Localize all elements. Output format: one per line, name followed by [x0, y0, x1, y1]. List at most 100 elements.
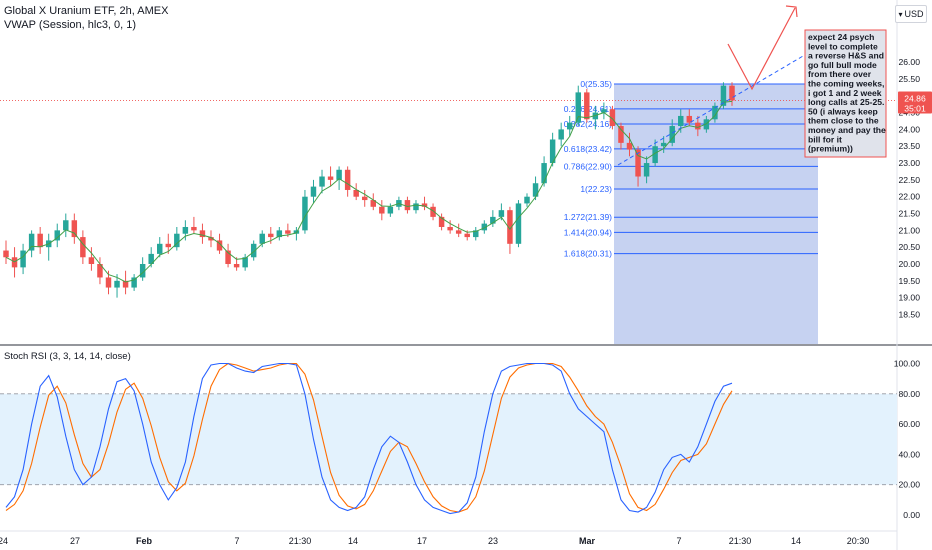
time-axis-tick: 7	[234, 536, 239, 546]
candle-body	[54, 230, 60, 241]
candle-body	[131, 277, 137, 288]
candle-body	[80, 237, 86, 258]
candle-body	[618, 126, 624, 143]
candle-body	[268, 233, 274, 238]
rsi-d-line	[5, 362, 733, 513]
time-axis-tick: 14	[348, 536, 358, 546]
fib-level-label: 0.786(22.90)	[564, 161, 612, 171]
time-axis-tick: 21:30	[729, 536, 752, 546]
candle-body	[575, 92, 581, 123]
price-tag	[898, 91, 932, 114]
candle-body	[310, 186, 317, 197]
candle-body	[430, 206, 436, 217]
candle-body	[216, 240, 223, 251]
candle-body	[720, 85, 727, 106]
price-axis-tick: 26.00	[898, 57, 920, 67]
projection-arrowhead	[785, 5, 798, 18]
candle-body	[669, 126, 675, 143]
candle-body	[165, 243, 172, 248]
price-axis-tick: 23.00	[898, 158, 920, 168]
candle-body	[729, 85, 735, 101]
candle-body	[3, 250, 9, 258]
price-axis-tick: 22.50	[898, 175, 920, 185]
candle-body	[285, 230, 291, 234]
candle-body	[413, 203, 419, 211]
candle-body	[97, 264, 103, 278]
fib-level-label: 1.414(20.94)	[564, 227, 612, 237]
candle-body	[157, 243, 163, 254]
candle-body	[455, 230, 462, 234]
candle-body	[549, 139, 556, 164]
candle-body	[643, 163, 650, 177]
candle-body	[387, 206, 394, 214]
candle-body	[524, 196, 530, 204]
candle-body	[344, 169, 351, 190]
candle-body	[114, 280, 120, 288]
chart-title: Global X Uranium ETF, 2h, AMEX	[4, 5, 169, 17]
rsi-axis-tick: 60.00	[898, 419, 920, 429]
annotation-line: them close to the	[808, 116, 879, 126]
price-axis-tick: 22.00	[898, 192, 920, 202]
candle-body	[139, 264, 146, 278]
currency-button[interactable]: ▾ USD	[895, 5, 927, 23]
currency-label: USD	[904, 9, 924, 19]
rsi-k-line	[5, 362, 733, 515]
time-axis-tick: Feb	[136, 536, 153, 546]
time-axis-tick: 27	[70, 536, 80, 546]
annotation-line: long calls at 25-25.	[808, 97, 884, 107]
annotation-line: expect 24 psych	[808, 32, 874, 42]
rsi-legend: Stoch RSI (3, 3, 14, 14, close)	[4, 351, 131, 362]
candle-body	[327, 176, 334, 180]
fib-level-label: 1.272(21.39)	[564, 212, 612, 222]
price-axis-tick: 21.50	[898, 209, 920, 219]
rsi-axis-tick: 20.00	[898, 480, 920, 490]
rsi-axis-tick: 40.00	[898, 449, 920, 459]
time-axis-tick: 20:30	[847, 536, 870, 546]
time-axis-tick: 7	[676, 536, 681, 546]
candle-body	[490, 216, 496, 224]
candle-body	[379, 206, 385, 214]
candle-body	[28, 233, 35, 251]
fib-level-label: 0(25.35)	[580, 79, 612, 89]
candle-body	[532, 183, 539, 197]
candle-body	[566, 122, 573, 130]
candle-body	[686, 115, 693, 123]
candle-body	[695, 122, 701, 130]
price-tag-value: 24.86	[904, 93, 926, 103]
fib-level-label: 1(22.23)	[580, 184, 612, 194]
candle-body	[182, 226, 189, 234]
candle-body	[404, 200, 411, 211]
candle-body	[481, 223, 488, 231]
candle-body	[601, 109, 607, 113]
vwap-line	[5, 100, 733, 283]
candle-body	[276, 230, 283, 238]
candle-body	[447, 226, 453, 231]
rsi-axis-tick: 80.00	[898, 389, 920, 399]
candle-body	[242, 257, 248, 268]
price-axis-tick: 20.00	[898, 259, 920, 269]
candle-body	[609, 109, 616, 127]
price-axis-tick: 25.50	[898, 74, 920, 84]
fib-level-label: 0.382(24.16)	[564, 119, 612, 129]
candle-body	[635, 149, 641, 177]
candle-body	[336, 169, 342, 180]
candle-body	[191, 226, 197, 231]
rsi-axis-tick: 100.00	[894, 359, 921, 369]
indicator-legend-vwap[interactable]: VWAP (Session, hlc3, 0, 1)	[4, 19, 137, 31]
annotation-box	[804, 29, 887, 158]
candle-body	[541, 163, 547, 184]
annotation-text: expect 24 psych level to complete a revers…	[808, 32, 886, 154]
price-axis-tick: 20.50	[898, 242, 920, 252]
price-axis-tick: 24.00	[898, 124, 920, 134]
candle-body	[353, 189, 359, 197]
candle-body	[626, 142, 633, 150]
candle-body	[361, 196, 368, 201]
candle-body	[473, 230, 479, 238]
candle-body	[88, 257, 95, 264]
candle-body	[660, 142, 667, 147]
candle-body	[703, 119, 710, 130]
time-axis-tick: 14	[791, 536, 801, 546]
annotation-line: level to complete	[808, 41, 878, 51]
candle-body	[105, 277, 112, 288]
